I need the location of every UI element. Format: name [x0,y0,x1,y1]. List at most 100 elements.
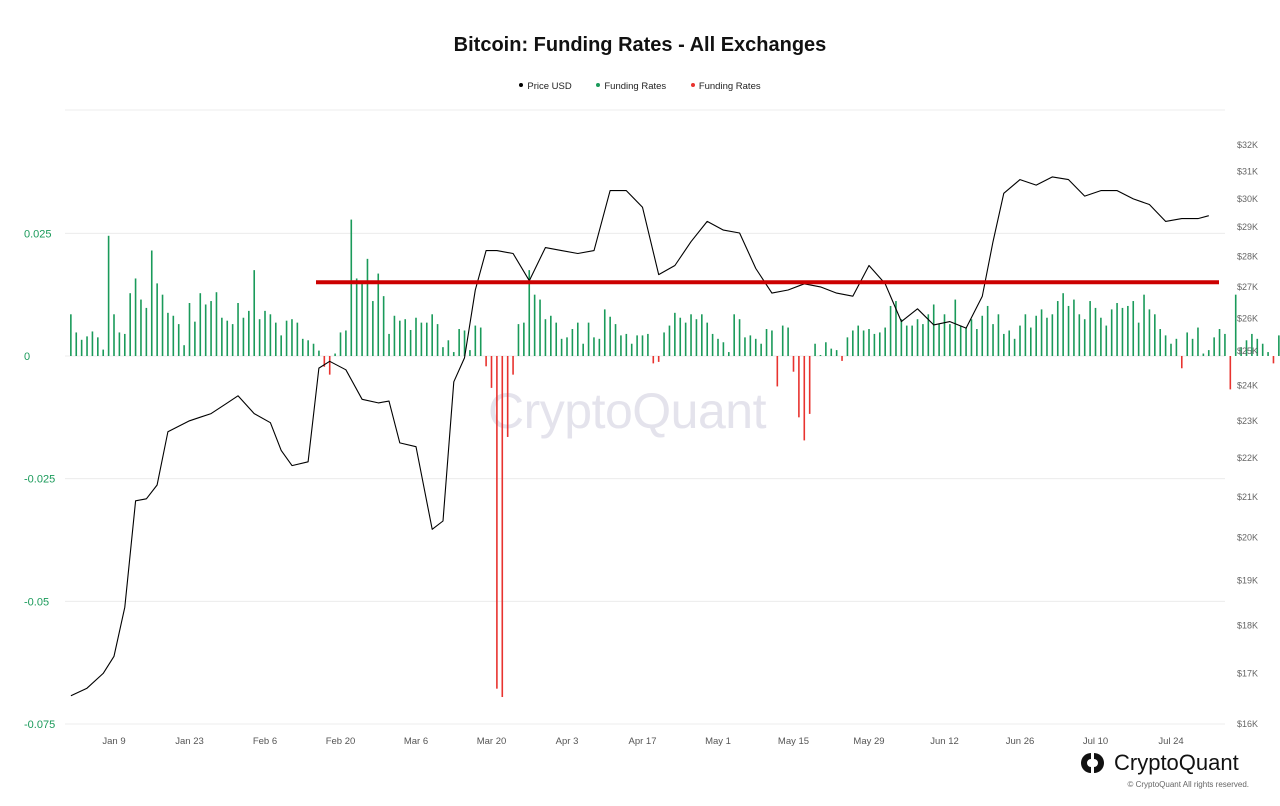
legend-label-price: Price USD [527,81,572,92]
funding-bar-66 [425,322,428,356]
funding-bar-0 [70,314,72,356]
funding-bar-35 [258,319,261,356]
funding-bar-148 [868,329,870,356]
legend-item-price[interactable]: Price USD [519,81,572,92]
funding-bar-95 [582,343,584,356]
funding-bar-154 [900,319,903,356]
funding-bar-184 [1062,293,1064,356]
funding-bar-83 [517,324,520,356]
x-tick-5: Mar 20 [477,736,507,747]
x-tick-10: May 29 [853,736,884,747]
funding-bar-19 [172,315,175,356]
funding-bar-29 [226,320,229,356]
x-tick-8: May 1 [705,736,731,747]
funding-bar-74 [469,350,471,356]
funding-bar-133 [787,327,789,356]
funding-bar-76 [479,327,482,356]
funding-bar-41 [291,319,293,356]
funding-bar-101 [614,324,617,356]
funding-bar-216 [1234,294,1237,356]
funding-bar-33 [248,310,250,356]
funding-bar-59 [388,333,390,356]
funding-bar-61 [399,320,401,356]
funding-bar-32 [242,317,245,356]
funding-bar-55 [366,258,369,356]
x-tick-11: Jun 12 [930,736,959,747]
funding-bar-126 [749,335,752,356]
funding-bar-122 [727,352,730,356]
funding-bar-78 [490,356,493,388]
funding-bar-28 [221,317,223,356]
funding-bar-197 [1132,301,1135,356]
funding-bar-14 [145,307,148,356]
funding-bar-86 [533,294,536,356]
legend-item-funding-positive[interactable]: Funding Rates [596,81,666,92]
legend-item-funding-negative[interactable]: Funding Rates [690,81,761,92]
y-left-tick-0: 0.025 [24,228,52,240]
funding-bar-25 [204,304,207,356]
y-right-tick-7: $23K [1237,416,1258,426]
funding-bar-71 [452,352,455,356]
funding-bar-223 [1272,356,1275,364]
funding-bar-136 [803,356,806,441]
funding-bar-208 [1191,338,1194,356]
funding-bar-201 [1154,314,1156,356]
funding-bar-68 [436,324,439,356]
funding-bar-21 [183,345,185,356]
funding-bar-145 [852,330,854,356]
funding-bar-52 [350,219,353,356]
funding-bar-183 [1056,301,1059,356]
x-tick-13: Jul 10 [1083,736,1108,747]
funding-bar-166 [965,327,967,356]
funding-bar-18 [167,312,169,356]
x-tick-6: Apr 3 [556,736,579,747]
brand-logo: CryptoQuant [1080,750,1239,776]
funding-bar-159 [927,314,930,356]
y-right-tick-8: $24K [1237,380,1258,390]
funding-bar-114 [684,322,687,356]
funding-bar-91 [560,338,563,356]
x-tick-9: May 15 [778,736,809,747]
funding-bar-188 [1083,319,1086,356]
funding-bar-190 [1094,307,1097,356]
funding-bar-217 [1240,347,1242,356]
grid-lines [65,109,1225,725]
axis-labels: 0.025 0 -0.025 -0.05 -0.075 $16K $17K $18K $19K $… [24,140,1258,747]
funding-bar-135 [798,356,800,418]
funding-bar-94 [576,322,579,356]
y-right-tick-14: $30K [1237,194,1258,204]
y-right-tick-0: $16K [1237,719,1258,729]
funding-bar-181 [1046,317,1048,356]
funding-rate-bars [70,219,1280,698]
funding-bar-54 [361,283,363,356]
funding-bar-5 [97,337,99,356]
funding-bar-152 [889,305,892,356]
funding-bar-4 [91,331,94,356]
funding-bar-42 [296,322,299,356]
copyright-text: © CryptoQuant All rights reserved. [1127,780,1250,789]
funding-bar-77 [485,356,487,367]
funding-bar-214 [1224,333,1226,356]
funding-bar-171 [992,324,994,356]
x-tick-2: Feb 6 [253,736,277,747]
funding-bar-1 [75,332,78,356]
funding-bar-151 [884,327,886,356]
funding-bar-106 [641,335,644,356]
funding-bar-196 [1127,305,1129,356]
funding-bar-107 [647,333,649,356]
funding-bar-212 [1213,337,1215,356]
funding-bar-221 [1261,343,1264,356]
funding-bar-2 [80,339,83,356]
funding-bar-12 [134,278,137,356]
funding-bar-128 [760,343,762,356]
funding-bar-142 [835,350,838,356]
funding-bar-176 [1019,325,1021,356]
funding-bar-167 [970,319,973,356]
y-right-tick-16: $32K [1237,140,1258,150]
legend-dot-funding-negative [690,83,695,88]
funding-bar-206 [1180,356,1183,369]
funding-bar-164 [954,299,957,356]
funding-bar-53 [355,278,358,356]
funding-bar-172 [997,314,1000,356]
funding-bar-92 [566,337,568,356]
